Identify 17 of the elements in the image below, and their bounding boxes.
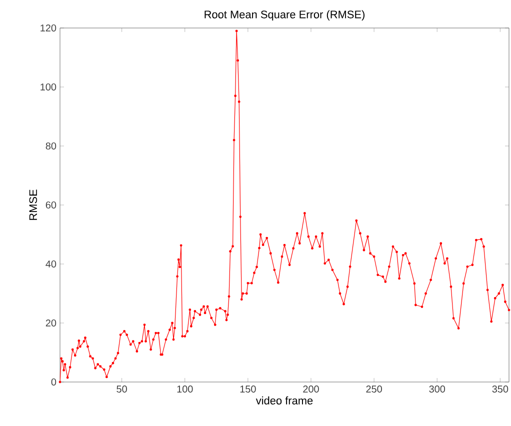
x-tick-label: 300	[429, 386, 446, 393]
y-tick-label: 60	[46, 201, 56, 209]
x-axis-title: video frame	[256, 396, 313, 404]
y-axis-title: RMSE	[29, 190, 38, 220]
y-tick-label: 20	[46, 319, 56, 327]
x-tick-label: 350	[492, 386, 508, 393]
x-tick-label: 150	[240, 386, 256, 393]
x-tick-label: 50	[116, 386, 127, 393]
x-tick-label: 200	[303, 386, 319, 393]
y-tick-label: 0	[51, 378, 56, 386]
x-tick-label: 250	[366, 386, 382, 393]
y-tick-label: 40	[46, 260, 56, 268]
x-tick-label: 100	[177, 386, 193, 393]
y-tick-label: 80	[46, 142, 56, 150]
y-tick-label: 120	[40, 24, 56, 32]
y-tick-label: 100	[40, 83, 56, 91]
chart-title: Root Mean Square Error (RMSE)	[204, 10, 364, 20]
